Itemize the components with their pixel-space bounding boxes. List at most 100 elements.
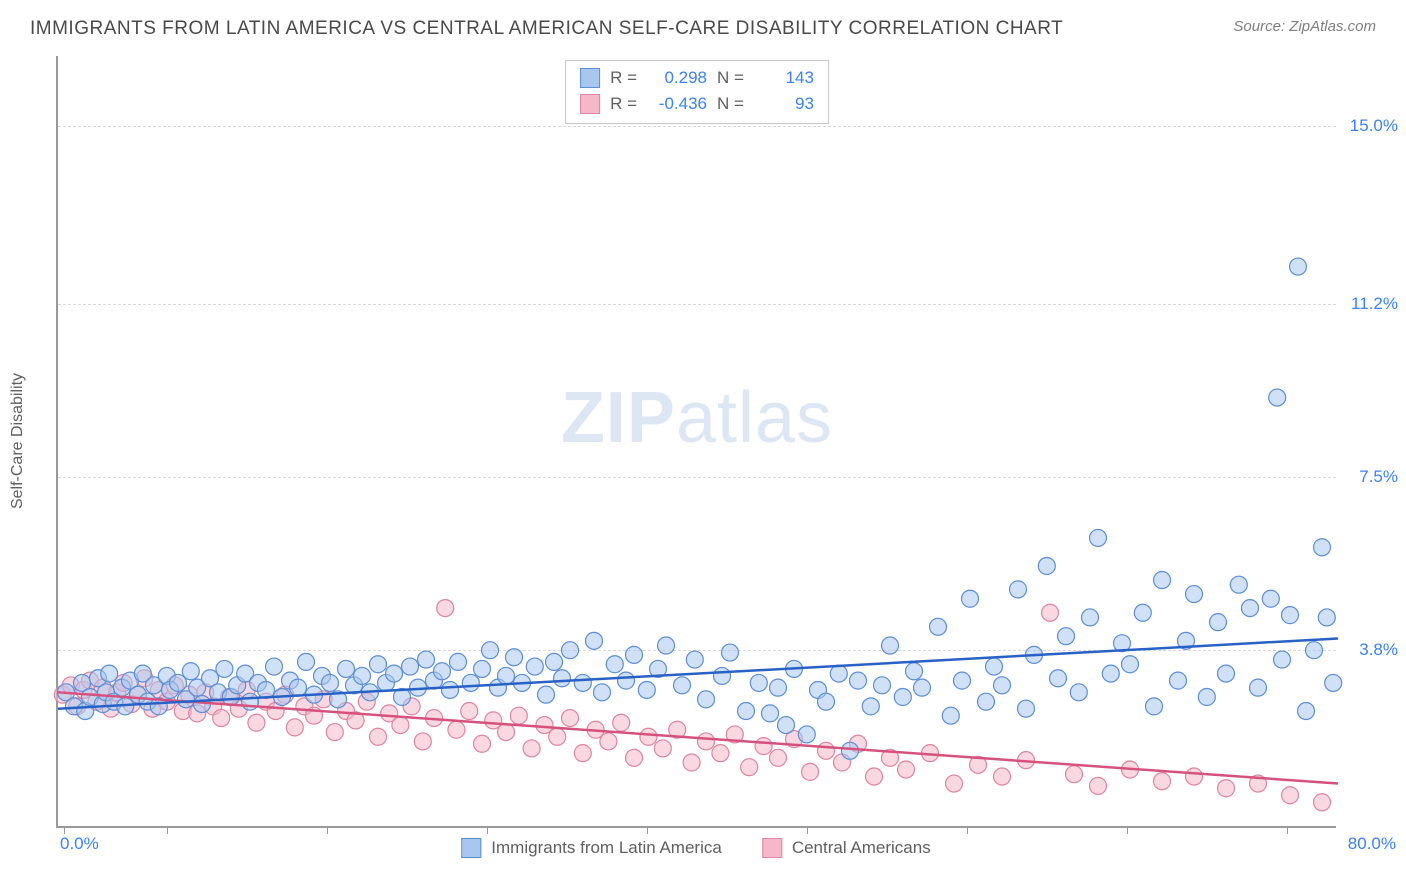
scatter-point <box>370 656 387 673</box>
scatter-point <box>638 681 655 698</box>
scatter-point <box>770 679 787 696</box>
stat-N-label: N = <box>717 65 744 91</box>
scatter-point <box>762 705 779 722</box>
scatter-point <box>1038 557 1055 574</box>
scatter-point <box>462 674 479 691</box>
scatter-point <box>290 679 307 696</box>
scatter-point <box>574 674 591 691</box>
scatter-point <box>1290 258 1307 275</box>
scatter-point <box>686 651 703 668</box>
stats-row-blue: R = 0.298 N = 143 <box>580 65 814 91</box>
scatter-point <box>1210 614 1227 631</box>
scatter-point <box>1066 766 1083 783</box>
stat-R-value-pink: -0.436 <box>647 91 707 117</box>
scatter-point <box>437 600 454 617</box>
scatter-point <box>1154 773 1171 790</box>
source: Source: ZipAtlas.com <box>1233 18 1376 35</box>
swatch-pink <box>580 94 600 114</box>
legend-swatch-blue <box>461 838 481 858</box>
scatter-point <box>1325 674 1342 691</box>
scatter-point <box>683 754 700 771</box>
scatter-point <box>1146 698 1163 715</box>
scatter-point <box>574 745 591 762</box>
xtick <box>64 826 65 834</box>
scatter-point <box>626 646 643 663</box>
scatter-point <box>1218 780 1235 797</box>
scatter-point <box>755 738 772 755</box>
scatter-point <box>498 724 515 741</box>
ytick-label: 3.8% <box>1359 640 1398 660</box>
scatter-point <box>862 698 879 715</box>
scatter-point <box>626 749 643 766</box>
scatter-point <box>1058 628 1075 645</box>
scatter-point <box>842 742 859 759</box>
x-max-label: 80.0% <box>1348 834 1396 854</box>
scatter-point <box>1298 703 1315 720</box>
scatter-point <box>482 642 499 659</box>
scatter-point <box>1282 787 1299 804</box>
scatter-point <box>1090 529 1107 546</box>
scatter-point <box>1242 600 1259 617</box>
scatter-point <box>554 670 571 687</box>
scatter-point <box>101 665 118 682</box>
scatter-point <box>1314 794 1331 811</box>
scatter-point <box>1102 665 1119 682</box>
scatter-point <box>613 714 630 731</box>
swatch-blue <box>580 68 600 88</box>
source-prefix: Source: <box>1233 18 1289 35</box>
scatter-point <box>722 644 739 661</box>
scatter-point <box>338 660 355 677</box>
scatter-point <box>802 763 819 780</box>
scatter-point <box>182 663 199 680</box>
scatter-point <box>1050 670 1067 687</box>
scatter-point <box>298 653 315 670</box>
scatter-point <box>898 761 915 778</box>
scatter-point <box>818 742 835 759</box>
scatter-point <box>326 724 343 741</box>
scatter-point <box>712 745 729 762</box>
stat-N-label: N = <box>717 91 744 117</box>
scatter-point <box>866 768 883 785</box>
scatter-point <box>562 710 579 727</box>
scatter-point <box>1122 656 1139 673</box>
scatter-point <box>1198 688 1215 705</box>
scatter-point <box>1018 700 1035 717</box>
scatter-point <box>600 733 617 750</box>
chart-area: Self-Care Disability ZIPatlas R = 0.298 … <box>56 56 1336 828</box>
scatter-point <box>750 674 767 691</box>
scatter-point <box>1154 572 1171 589</box>
scatter-point <box>1134 604 1151 621</box>
scatter-point <box>386 665 403 682</box>
scatter-point <box>698 733 715 750</box>
scatter-point <box>1186 768 1203 785</box>
scatter-point <box>994 768 1011 785</box>
scatter-point <box>546 653 563 670</box>
scatter-point <box>830 665 847 682</box>
scatter-point <box>914 679 931 696</box>
scatter-point <box>978 693 995 710</box>
scatter-point <box>216 660 233 677</box>
scatter-point <box>213 710 230 727</box>
scatter-point <box>818 693 835 710</box>
scatter-point <box>248 714 265 731</box>
scatter-point <box>1269 389 1286 406</box>
legend-label-blue: Immigrants from Latin America <box>491 838 722 858</box>
xtick <box>967 826 968 834</box>
scatter-point <box>1314 539 1331 556</box>
scatter-point <box>1262 590 1279 607</box>
scatter-point <box>370 728 387 745</box>
scatter-point <box>954 672 971 689</box>
scatter-point <box>1010 581 1027 598</box>
legend-swatch-pink <box>762 838 782 858</box>
ytick-label: 7.5% <box>1359 467 1398 487</box>
scatter-point <box>526 658 543 675</box>
scatter-point <box>286 719 303 736</box>
scatter-point <box>674 677 691 694</box>
scatter-point <box>1070 684 1087 701</box>
scatter-point <box>1318 609 1335 626</box>
scatter-point <box>850 672 867 689</box>
header: IMMIGRANTS FROM LATIN AMERICA VS CENTRAL… <box>0 0 1406 48</box>
stat-R-value-blue: 0.298 <box>647 65 707 91</box>
scatter-point <box>654 740 671 757</box>
scatter-point <box>738 703 755 720</box>
